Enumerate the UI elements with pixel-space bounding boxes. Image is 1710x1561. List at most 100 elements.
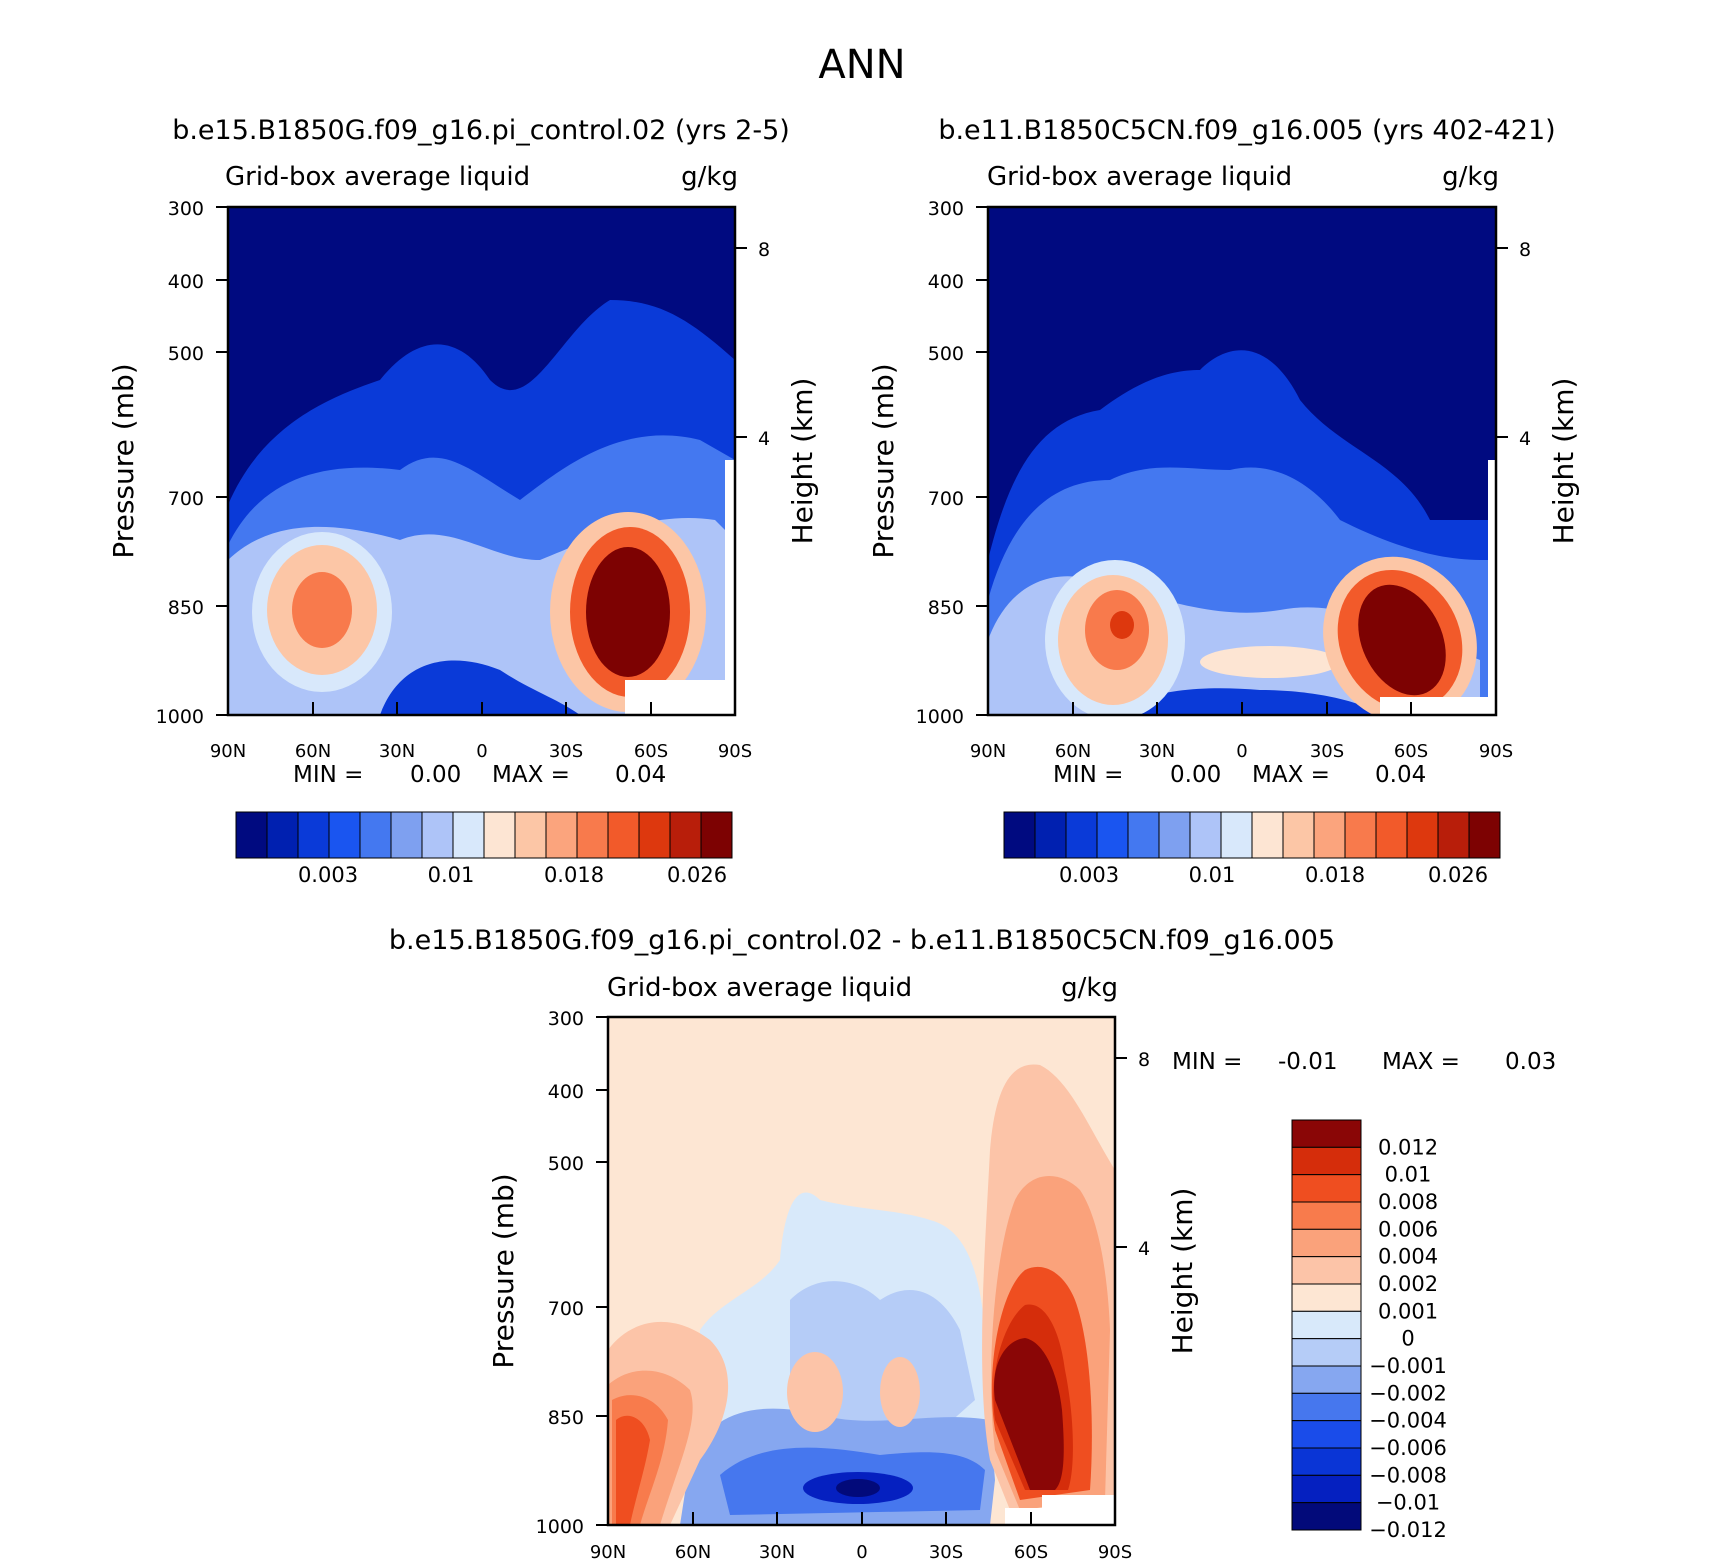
min-label: MIN = xyxy=(293,762,363,788)
x-tick-label: 90N xyxy=(590,1542,626,1561)
colorbar-swatch xyxy=(669,811,702,859)
y-tick-label: 300 xyxy=(548,1008,584,1030)
colorbar-swatch xyxy=(1251,811,1284,859)
panel-case1: b.e15.B1850G.f09_g16.pi_control.02 (yrs … xyxy=(107,115,819,887)
x-tick-label: 30N xyxy=(379,741,415,762)
colorbar-swatch xyxy=(607,811,640,859)
colorbar-swatch xyxy=(1291,1447,1362,1476)
y-axis-pressure: 300 400 500 700 850 1000 Pressure (mb) xyxy=(107,198,228,728)
x-tick-label: 60N xyxy=(1055,741,1091,762)
min-label: MIN = xyxy=(1053,762,1123,788)
colorbar xyxy=(1003,811,1501,859)
y-tick-label: 400 xyxy=(928,271,964,293)
case-title: b.e15.B1850G.f09_g16.pi_control.02 - b.e… xyxy=(389,925,1335,956)
colorbar-swatch xyxy=(1468,811,1501,859)
y-axis-title: Pressure (mb) xyxy=(867,363,900,558)
case-title: b.e11.B1850C5CN.f09_g16.005 (yrs 402-421… xyxy=(938,115,1555,146)
colorbar-swatch xyxy=(1291,1474,1362,1504)
colorbar-swatch xyxy=(1291,1420,1362,1449)
colorbar-swatch xyxy=(576,811,609,859)
x-tick-label: 30S xyxy=(549,741,583,762)
colorbar-label: 0.003 xyxy=(298,863,358,887)
colorbar-label: 0.01 xyxy=(428,863,475,887)
colorbar-label: 0.018 xyxy=(1305,863,1365,887)
contour-field xyxy=(228,207,735,715)
y-tick-label: 400 xyxy=(548,1081,584,1103)
y-tick-label: 850 xyxy=(168,597,204,619)
x-tick-label: 90S xyxy=(1098,1542,1132,1561)
height-tick-label: 8 xyxy=(1138,1049,1150,1071)
colorbar-vertical: 0.012 0.01 0.008 0.006 0.004 0.002 0.001 0 −0.00… xyxy=(1291,1119,1447,1542)
variable-label: Grid-box average liquid xyxy=(225,162,530,192)
x-tick-label: 60S xyxy=(1014,1542,1048,1561)
colorbar-level-label: −0.006 xyxy=(1369,1436,1447,1460)
y-axis-height: 8 4 Height (km) xyxy=(735,239,819,544)
colorbar-label: 0.026 xyxy=(667,863,727,887)
colorbar-swatch xyxy=(1437,811,1470,859)
colorbar-label: 0.018 xyxy=(544,863,604,887)
colorbar-swatch xyxy=(1220,811,1253,859)
contour-low-bl xyxy=(1120,688,1380,715)
x-tick-label: 0 xyxy=(1236,741,1247,762)
max-value: 0.04 xyxy=(1375,762,1426,788)
height-tick-label: 8 xyxy=(758,239,770,261)
y-tick-label: 400 xyxy=(168,271,204,293)
max-label: MAX = xyxy=(1382,1049,1460,1075)
colorbar-swatch xyxy=(1034,811,1067,859)
x-axis: 90N 60N 30N 0 30S 60S 90S xyxy=(590,1512,1132,1561)
colorbar-swatch xyxy=(700,811,733,859)
colorbar-swatch xyxy=(421,811,454,859)
x-tick-label: 30S xyxy=(929,1542,963,1561)
colorbar-swatch xyxy=(483,811,516,859)
colorbar-swatch xyxy=(1375,811,1408,859)
case-title: b.e15.B1850G.f09_g16.pi_control.02 (yrs … xyxy=(172,115,790,146)
panel-case2: b.e11.B1850C5CN.f09_g16.005 (yrs 402-421… xyxy=(867,115,1580,887)
colorbar-swatch xyxy=(638,811,671,859)
y-tick-label: 700 xyxy=(168,488,204,510)
x-tick-label: 60S xyxy=(634,741,668,762)
minmax-row: MIN = 0.00 MAX = 0.04 xyxy=(293,762,666,788)
contour-sh-15 xyxy=(586,547,670,677)
height-tick-label: 4 xyxy=(1138,1238,1150,1260)
missing-data xyxy=(725,460,735,715)
units-label: g/kg xyxy=(1061,973,1118,1003)
colorbar-swatch xyxy=(545,811,578,859)
x-tick-label: 30N xyxy=(759,1542,795,1561)
colorbar-level-label: −0.01 xyxy=(1376,1491,1440,1515)
colorbar-swatch xyxy=(1291,1119,1362,1148)
colorbar-level-label: 0.01 xyxy=(1385,1163,1432,1187)
colorbar-swatch xyxy=(1291,1283,1362,1312)
units-label: g/kg xyxy=(681,162,738,192)
colorbar-swatch xyxy=(1291,1392,1362,1422)
x-tick-label: 90N xyxy=(970,741,1006,762)
contour-sh-15 xyxy=(1358,584,1446,696)
y-axis-pressure: 300 400 500 700 850 1000 Pressure (mb) xyxy=(867,198,988,728)
y-axis-title: Pressure (mb) xyxy=(487,1173,520,1368)
colorbar-level-label: −0.008 xyxy=(1369,1463,1447,1487)
y-tick-label: 850 xyxy=(928,597,964,619)
colorbar-level-label: 0 xyxy=(1401,1327,1414,1351)
x-tick-label: 0 xyxy=(476,741,487,762)
min-label: MIN = xyxy=(1172,1049,1242,1075)
variable-label: Grid-box average liquid xyxy=(607,973,912,1003)
min-value: 0.00 xyxy=(1170,762,1221,788)
colorbar-swatch xyxy=(1291,1256,1362,1285)
height-tick-label: 8 xyxy=(1519,239,1531,261)
y2-axis-title: Height (km) xyxy=(1547,378,1580,545)
height-tick-label: 4 xyxy=(758,428,770,450)
missing-data xyxy=(1005,1508,1115,1525)
colorbar-swatch xyxy=(1291,1310,1362,1340)
y-tick-label: 300 xyxy=(168,198,204,220)
colorbar xyxy=(235,811,733,859)
y-tick-label: 700 xyxy=(548,1298,584,1320)
contour-field xyxy=(608,1017,1115,1525)
colorbar-swatch xyxy=(1291,1146,1362,1176)
y-tick-label: 1000 xyxy=(536,1516,584,1538)
colorbar-swatch xyxy=(328,811,361,859)
height-tick-label: 4 xyxy=(1519,428,1531,450)
contour-pos-mid xyxy=(880,1357,920,1427)
max-value: 0.04 xyxy=(615,762,666,788)
colorbar-swatch xyxy=(1291,1201,1362,1230)
x-tick-label: 30S xyxy=(1310,741,1344,762)
x-tick-label: 60S xyxy=(1394,741,1428,762)
